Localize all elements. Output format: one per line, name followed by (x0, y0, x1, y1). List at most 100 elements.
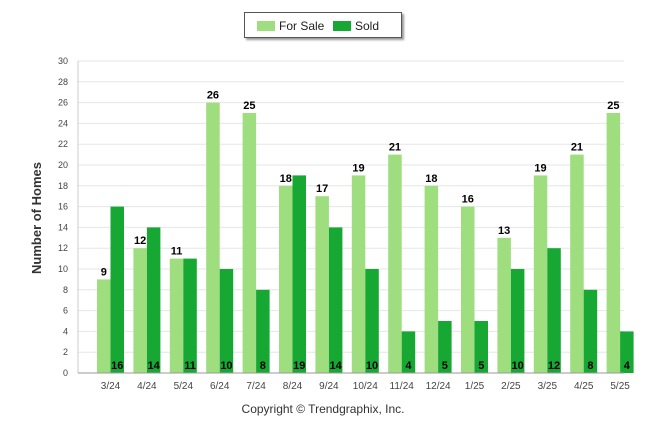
x-tick-label: 8/24 (283, 381, 303, 392)
y-tick-label: 18 (58, 181, 68, 191)
bar-sold (328, 227, 343, 373)
bar-for-sale (97, 279, 111, 373)
data-label-for-sale: 13 (498, 225, 510, 237)
data-label-for-sale: 12 (134, 235, 146, 247)
x-tick-label: 6/24 (210, 381, 230, 392)
y-tick-label: 20 (58, 160, 68, 170)
bar-for-sale (169, 258, 184, 373)
bar-for-sale (461, 206, 475, 373)
data-label-for-sale: 21 (389, 142, 401, 154)
data-label-sold: 11 (184, 360, 196, 372)
bar-sold (547, 248, 561, 373)
data-label-sold: 14 (148, 360, 161, 372)
data-label-sold: 5 (442, 360, 448, 372)
bar-sold (146, 227, 161, 373)
bar-sold (256, 289, 270, 373)
data-label-for-sale: 19 (352, 162, 364, 174)
data-label-for-sale: 25 (243, 100, 255, 112)
data-label-sold: 5 (478, 360, 484, 372)
y-tick-label: 8 (63, 285, 68, 295)
y-tick-label: 2 (63, 347, 68, 357)
y-tick-label: 4 (63, 326, 68, 336)
legend-swatch-for-sale (257, 21, 275, 31)
data-label-sold: 12 (548, 360, 560, 372)
gridlines (78, 60, 624, 374)
data-label-sold: 10 (220, 360, 232, 372)
copyright-text: Copyright © Trendgraphix, Inc. (241, 402, 405, 416)
y-tick-label: 22 (58, 139, 68, 149)
data-label-for-sale: 9 (101, 266, 107, 278)
x-tick-label: 1/25 (465, 381, 485, 392)
y-axis-label: Number of Homes (29, 162, 44, 274)
data-label-for-sale: 26 (207, 90, 219, 102)
bar-for-sale (242, 113, 257, 373)
y-tick-label: 12 (58, 243, 68, 253)
x-tick-label: 4/25 (574, 381, 594, 392)
data-label-sold: 4 (405, 360, 412, 372)
y-tick-label: 14 (58, 222, 68, 232)
x-tick-label: 10/24 (353, 381, 378, 392)
data-label-sold: 8 (587, 360, 593, 372)
x-tick-label: 2/25 (501, 381, 521, 392)
legend: For Sale Sold (244, 12, 402, 38)
bar-for-sale (388, 154, 402, 373)
bar-sold (474, 321, 488, 373)
bar-for-sale (206, 102, 220, 373)
data-label-for-sale: 25 (607, 100, 619, 112)
data-label-for-sale: 18 (280, 173, 292, 185)
y-tick-label: 26 (58, 98, 68, 108)
bar-sold (583, 289, 598, 373)
data-label-for-sale: 19 (534, 162, 546, 174)
legend-label-sold: Sold (355, 19, 380, 33)
bar-for-sale (533, 175, 548, 373)
y-tick-label: 16 (58, 202, 68, 212)
x-tick-label: 3/24 (101, 381, 121, 392)
data-label-sold: 14 (330, 360, 343, 372)
bar-sold (438, 321, 452, 373)
data-label-sold: 8 (260, 360, 266, 372)
y-tick-label: 10 (58, 264, 68, 274)
legend-swatch-sold (333, 21, 351, 31)
bar-sold (401, 331, 416, 373)
legend-label-for-sale: For Sale (279, 19, 325, 33)
bar-sold (110, 206, 124, 373)
data-label-for-sale: 21 (571, 142, 583, 154)
data-label-sold: 4 (624, 360, 631, 372)
data-label-for-sale: 18 (425, 173, 437, 185)
x-tick-label: 9/24 (319, 381, 339, 392)
x-tick-label: 5/25 (610, 381, 630, 392)
x-axis: 3/24 4/24 5/24 6/24 7/24 8/24 9/24 10/24 11/24 12… (78, 372, 630, 392)
bars: 9 16 12 14 11 11 26 10 25 8 18 19 17 14 19 10 21 4 18 5 16 5 1… (97, 90, 634, 373)
x-tick-label: 3/25 (538, 381, 558, 392)
x-tick-label: 4/24 (137, 381, 157, 392)
data-label-sold: 10 (512, 360, 524, 372)
x-tick-label: 5/24 (174, 381, 194, 392)
data-label-for-sale: 16 (462, 194, 474, 206)
bar-for-sale (497, 237, 511, 373)
bar-sold (510, 269, 525, 373)
y-tick-label: 28 (58, 77, 68, 87)
y-tick-label: 30 (58, 56, 68, 66)
x-tick-label: 11/24 (390, 381, 415, 392)
y-tick-label: 0 (63, 368, 68, 378)
y-tick-label: 6 (63, 306, 68, 316)
bar-sold (620, 331, 634, 373)
y-tick-label: 24 (58, 118, 68, 128)
data-label-for-sale: 17 (316, 183, 328, 195)
bar-sold (219, 269, 234, 373)
bar-for-sale (424, 185, 439, 373)
x-tick-label: 12/24 (426, 381, 451, 392)
bar-for-sale (351, 175, 366, 373)
bar-for-sale (570, 154, 584, 373)
data-label-for-sale: 11 (171, 246, 183, 258)
x-tick-label: 7/24 (246, 381, 266, 392)
bar-sold (292, 175, 306, 373)
bar-for-sale (606, 113, 621, 373)
bar-sold (183, 258, 197, 373)
bar-sold (365, 269, 379, 373)
data-label-sold: 16 (111, 360, 123, 372)
data-label-sold: 19 (293, 360, 305, 372)
bar-for-sale (315, 196, 329, 373)
